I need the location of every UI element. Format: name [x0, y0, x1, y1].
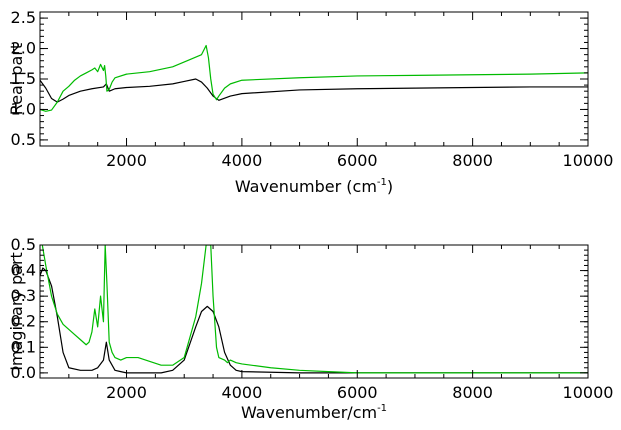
imaginary-part-x-tick-label: 4000: [222, 383, 263, 402]
imaginary-part-y-tick-label: 0.2: [11, 312, 36, 331]
real-part-x-tick-label: 4000: [222, 151, 263, 170]
real-part-y-tick-label: 2.5: [11, 8, 36, 27]
imaginary-part-y-tick-label: 0.3: [11, 286, 36, 305]
real-part-y-tick-label: 2.0: [11, 39, 36, 58]
real-part-y-tick-label: 1.0: [11, 99, 36, 118]
imaginary-part-y-axis-title: Imaginary part: [7, 252, 26, 371]
imaginary-part-y-tick-label: 0.1: [11, 337, 36, 356]
real-part-y-axis-title: Real part: [7, 43, 26, 115]
real-part-axes-frame: [39, 11, 589, 147]
imaginary-part-series-group: [40, 245, 588, 374]
real-part-series-line-green: [40, 44, 588, 112]
imaginary-part-y-tick-label: 0.4: [11, 261, 36, 280]
real-part-x-axis-title: Wavenumber (cm-1): [235, 177, 393, 196]
real-part-x-tick-label: 2000: [106, 151, 147, 170]
real-part-x-axis-title-close: ): [387, 177, 393, 196]
imaginary-part-series-line-green: [41, 245, 588, 374]
imaginary-part-x-tick-label: 8000: [452, 383, 493, 402]
imaginary-part-axes-frame: [39, 244, 589, 379]
imaginary-part-panel: 2000 4000 6000 8000 100000.00.10.20.30.40.5 …: [7, 235, 613, 422]
real-part-x-tick-label: 10000: [563, 151, 614, 170]
real-part-series-group: [40, 44, 588, 112]
imaginary-part-x-axis-title-main: Wavenumber/cm: [241, 403, 377, 422]
imaginary-part-x-axis-title-superscript: -1: [377, 403, 387, 414]
real-part-series-line-black: [40, 78, 588, 103]
imaginary-part-ticks-group: 2000 4000 6000 8000 10000 0.0 0.1 0.2 0.3 0.4 0.5: [11, 235, 614, 402]
imaginary-part-x-axis-title: Wavenumber/cm-1: [241, 403, 387, 422]
imaginary-part-x-tick-label: 2000: [106, 383, 147, 402]
real-part-x-tick-label: 8000: [452, 151, 493, 170]
imaginary-part-y-tick-label: 0.5: [11, 235, 36, 254]
imaginary-part-y-tick-label: 0.0: [11, 363, 36, 382]
real-part-y-tick-label: 1.5: [11, 69, 36, 88]
imaginary-part-x-tick-label: 10000: [563, 383, 614, 402]
real-part-x-tick-label: 6000: [337, 151, 378, 170]
real-part-ticks-group: 2000 4000 6000 8000 10000 0.5 1.0 1.5 2.0 2.5: [11, 8, 614, 170]
real-part-y-tick-label: 0.5: [11, 130, 36, 149]
real-part-x-axis-title-main: Wavenumber (cm: [235, 177, 377, 196]
imaginary-part-series-line-black: [40, 267, 588, 374]
real-part-panel: 2000 4000 6000 8000 10000 0.5 1.0 1.5 2.0 2.5 Rea…: [7, 8, 613, 196]
real-part-x-axis-title-superscript: -1: [377, 177, 387, 188]
imaginary-part-x-tick-label: 6000: [337, 383, 378, 402]
